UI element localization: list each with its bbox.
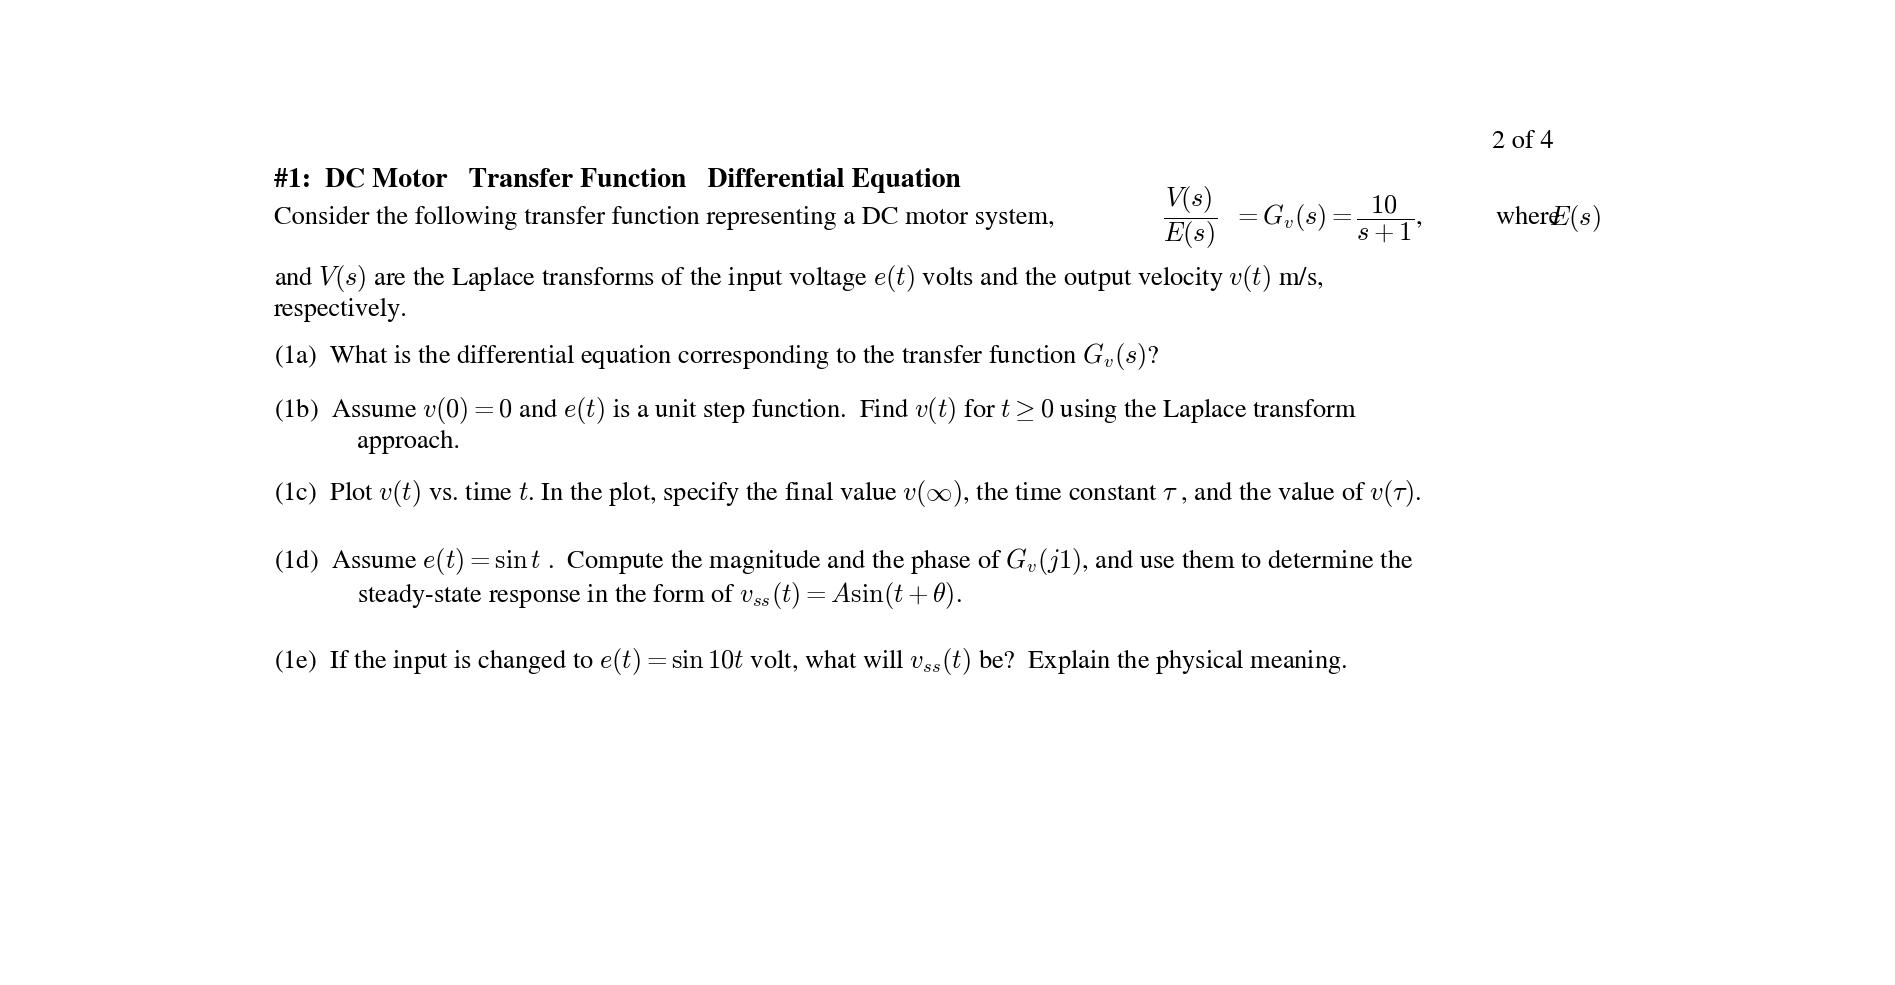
Text: 2 of 4: 2 of 4 — [1493, 130, 1554, 154]
Text: (1b)  Assume $v(0) = 0$ and $e(t)$ is a unit step function.  Find $v(t)$ for $t : (1b) Assume $v(0) = 0$ and $e(t)$ is a u… — [275, 395, 1357, 427]
Text: steady-state response in the form of $v_{ss}(t) = A\sin(t + \theta)$.: steady-state response in the form of $v_… — [356, 580, 963, 612]
Text: (1a)  What is the differential equation corresponding to the transfer function $: (1a) What is the differential equation c… — [275, 342, 1160, 372]
Text: and $V(s)$ are the Laplace transforms of the input voltage $e(t)$ volts and the : and $V(s)$ are the Laplace transforms of… — [275, 263, 1323, 294]
Text: respectively.: respectively. — [275, 297, 407, 322]
Text: Consider the following transfer function representing a DC motor system,: Consider the following transfer function… — [275, 206, 1056, 230]
Text: where: where — [1497, 206, 1567, 230]
Text: $\dfrac{V(s)}{E(s)}$: $\dfrac{V(s)}{E(s)}$ — [1164, 185, 1217, 251]
Text: #1:  DC Motor   Transfer Function   Differential Equation: #1: DC Motor Transfer Function Different… — [275, 168, 961, 193]
Text: approach.: approach. — [356, 430, 460, 454]
Text: (1e)  If the input is changed to $e(t) = \sin 10t$ volt, what will $v_{ss}(t)$ b: (1e) If the input is changed to $e(t) = … — [275, 645, 1347, 677]
Text: $E(s)$: $E(s)$ — [1548, 203, 1601, 233]
Text: $= G_v(s) = \dfrac{10}{s+1}$,: $= G_v(s) = \dfrac{10}{s+1}$, — [1234, 193, 1423, 244]
Text: (1c)  Plot $v(t)$ vs. time $t$. In the plot, specify the final value $v(\infty)$: (1c) Plot $v(t)$ vs. time $t$. In the pl… — [275, 478, 1421, 509]
Text: (1d)  Assume $e(t) = \sin t$ .  Compute the magnitude and the phase of $G_v(j1)$: (1d) Assume $e(t) = \sin t$ . Compute th… — [275, 546, 1414, 576]
